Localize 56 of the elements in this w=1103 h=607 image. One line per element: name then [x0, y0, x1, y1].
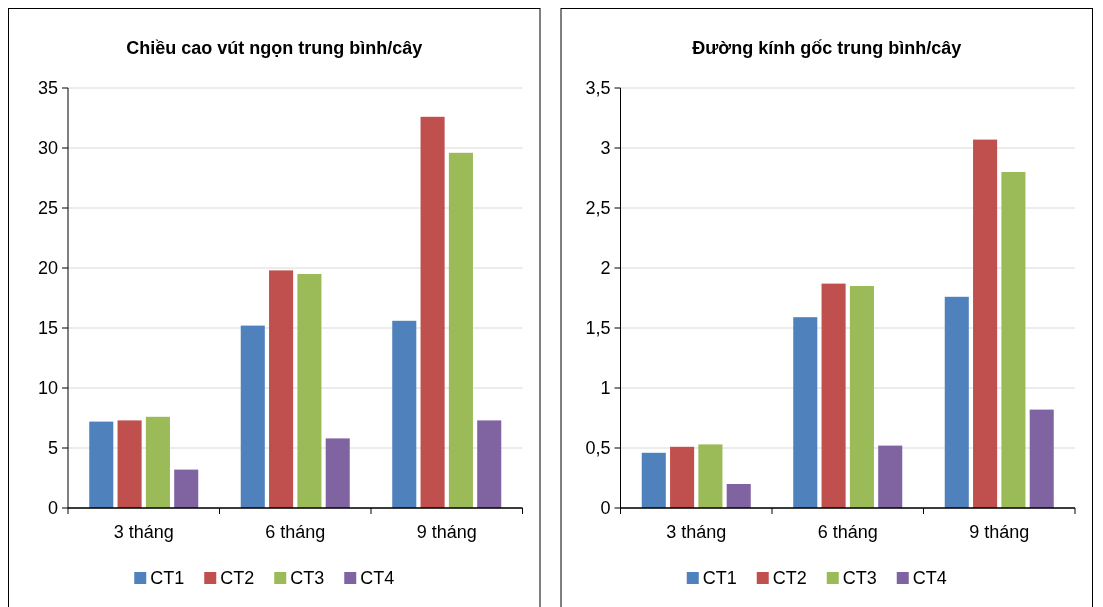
bar — [117, 420, 142, 508]
y-tick-label: 15 — [37, 318, 58, 339]
bar — [821, 283, 846, 508]
y-tick-label: 1 — [600, 378, 611, 399]
y-tick-label: 3 — [600, 138, 611, 159]
bar — [793, 317, 818, 508]
bar — [849, 286, 874, 508]
y-tick-label: 3,5 — [585, 78, 611, 99]
bar — [392, 320, 417, 508]
y-tick-label: 35 — [37, 78, 58, 99]
bar — [1029, 409, 1054, 508]
x-tick-label: 3 tháng — [113, 522, 174, 542]
bar — [878, 445, 903, 508]
bar — [726, 484, 751, 508]
x-tick-label: 9 tháng — [969, 522, 1030, 542]
y-tick-label: 10 — [37, 378, 58, 399]
bar — [420, 116, 445, 508]
chart-title: Đường kính gốc trung bình/cây — [692, 38, 962, 58]
y-tick-label: 1,5 — [585, 318, 611, 339]
bar — [89, 421, 114, 508]
bar — [297, 274, 322, 508]
bar — [477, 420, 502, 508]
y-tick-label: 30 — [37, 138, 58, 159]
bar — [973, 139, 998, 508]
legend-label: CT4 — [360, 568, 395, 589]
y-tick-label: 20 — [37, 258, 58, 279]
legend-label: CT2 — [772, 568, 807, 589]
bar — [174, 469, 199, 508]
y-tick-label: 25 — [37, 198, 58, 219]
bar — [641, 452, 666, 508]
bar — [448, 152, 473, 508]
legend-label: CT2 — [220, 568, 255, 589]
bar — [1001, 172, 1026, 508]
y-tick-label: 0 — [47, 498, 58, 519]
y-tick-label: 2,5 — [585, 198, 611, 219]
bar — [670, 446, 695, 508]
y-tick-label: 0,5 — [585, 438, 611, 459]
y-tick-label: 5 — [47, 438, 58, 459]
x-tick-label: 6 tháng — [265, 522, 326, 542]
legend-label: CT1 — [702, 568, 737, 589]
legend-label: CT1 — [150, 568, 185, 589]
legend-label: CT3 — [842, 568, 877, 589]
bar — [325, 438, 350, 508]
bar — [944, 296, 969, 508]
legend-label: CT3 — [290, 568, 325, 589]
chart-title: Chiều cao vút ngọn trung bình/cây — [126, 38, 423, 58]
x-tick-label: 9 tháng — [416, 522, 477, 542]
bar — [240, 325, 265, 508]
legend-label: CT4 — [912, 568, 947, 589]
bar — [698, 444, 723, 508]
bar — [145, 416, 170, 508]
y-tick-label: 2 — [600, 258, 611, 279]
x-tick-label: 6 tháng — [817, 522, 878, 542]
y-tick-label: 0 — [600, 498, 611, 519]
bar — [269, 270, 294, 508]
x-tick-label: 3 tháng — [666, 522, 727, 542]
